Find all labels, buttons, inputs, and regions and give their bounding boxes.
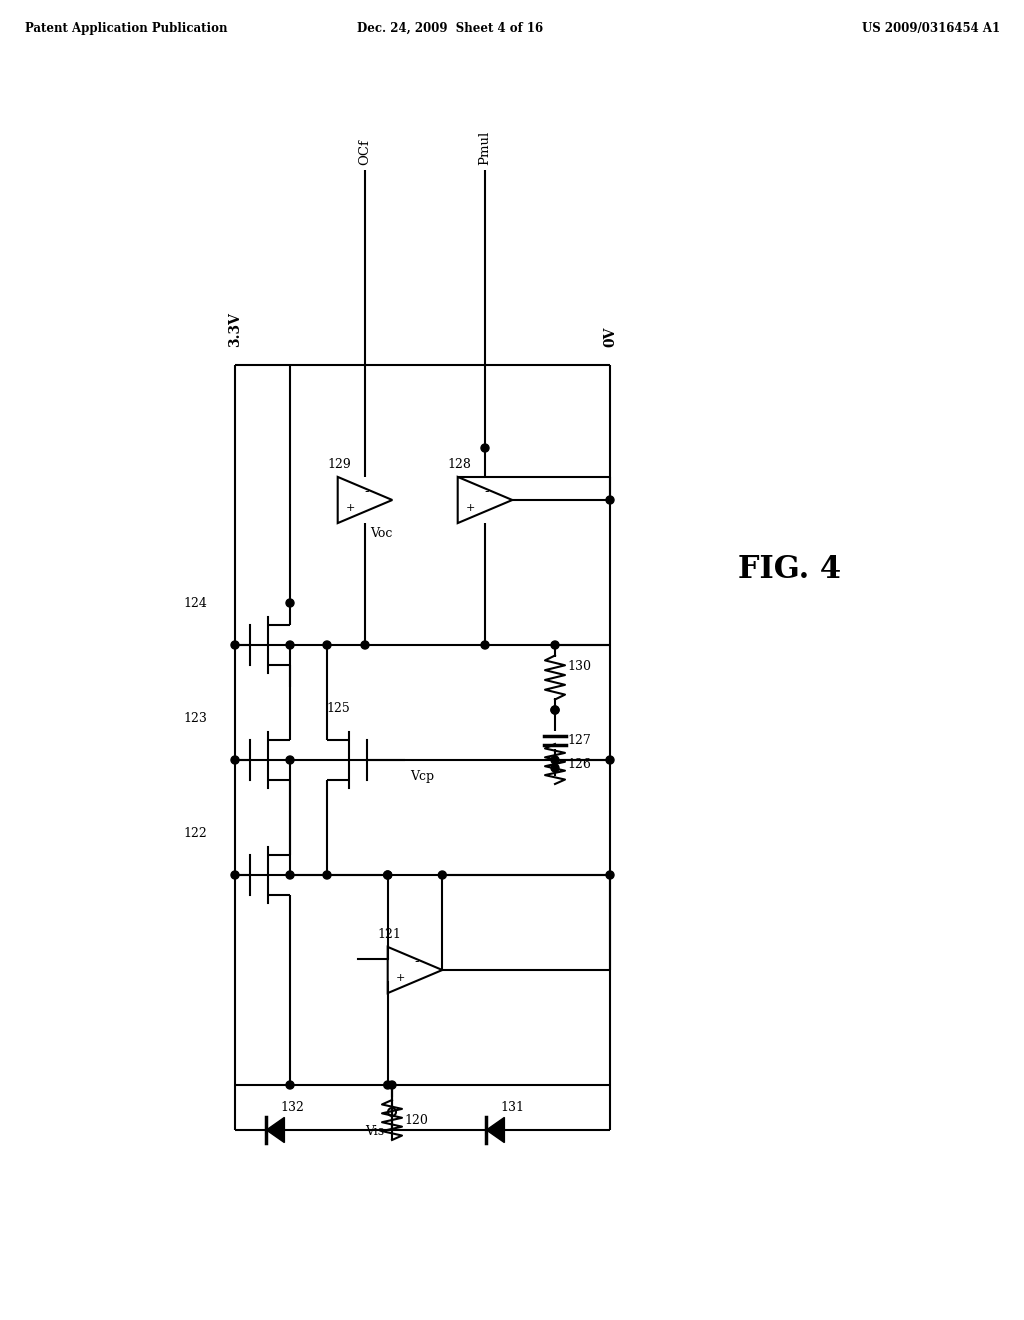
Circle shape [286, 756, 294, 764]
Text: 0V: 0V [603, 326, 617, 347]
Circle shape [606, 871, 614, 879]
Text: 120: 120 [404, 1114, 428, 1126]
Text: 132: 132 [281, 1101, 305, 1114]
Text: -: - [415, 956, 420, 968]
Text: 128: 128 [447, 458, 471, 471]
Circle shape [286, 1081, 294, 1089]
Circle shape [551, 756, 559, 764]
Circle shape [286, 642, 294, 649]
Circle shape [481, 642, 489, 649]
Circle shape [606, 756, 614, 764]
Text: Pmul: Pmul [478, 131, 492, 165]
Circle shape [286, 871, 294, 879]
Circle shape [481, 444, 489, 451]
Text: Voc: Voc [370, 527, 392, 540]
Text: 129: 129 [328, 458, 351, 471]
Circle shape [606, 496, 614, 504]
Text: 122: 122 [183, 828, 207, 840]
Circle shape [231, 642, 239, 649]
Text: 121: 121 [377, 928, 401, 941]
Circle shape [323, 642, 331, 649]
Text: 123: 123 [183, 711, 207, 725]
Text: 124: 124 [183, 597, 207, 610]
Circle shape [384, 871, 392, 879]
Text: Vcp: Vcp [410, 770, 434, 783]
Text: Patent Application Publication: Patent Application Publication [25, 22, 227, 36]
Text: -: - [484, 486, 489, 498]
Text: +: + [346, 503, 355, 512]
Circle shape [323, 871, 331, 879]
Polygon shape [486, 1118, 505, 1143]
Circle shape [551, 706, 559, 714]
Text: US 2009/0316454 A1: US 2009/0316454 A1 [862, 22, 1000, 36]
Circle shape [384, 871, 392, 879]
Circle shape [361, 642, 369, 649]
Text: -: - [365, 486, 370, 498]
Circle shape [231, 756, 239, 764]
Circle shape [551, 642, 559, 649]
Text: Vis: Vis [365, 1125, 384, 1138]
Circle shape [388, 1081, 396, 1089]
Polygon shape [266, 1118, 285, 1143]
Text: 131: 131 [501, 1101, 524, 1114]
Text: OCf: OCf [358, 139, 372, 165]
Circle shape [438, 871, 446, 879]
Circle shape [286, 599, 294, 607]
Circle shape [551, 764, 559, 772]
Text: Dec. 24, 2009  Sheet 4 of 16: Dec. 24, 2009 Sheet 4 of 16 [357, 22, 543, 36]
Text: 3.3V: 3.3V [228, 312, 242, 347]
Text: +: + [395, 973, 404, 982]
Text: 126: 126 [567, 758, 591, 771]
Text: FIG. 4: FIG. 4 [738, 554, 842, 586]
Circle shape [551, 706, 559, 714]
Text: 125: 125 [327, 702, 350, 715]
Text: +: + [466, 503, 475, 512]
Text: 130: 130 [567, 660, 591, 673]
Circle shape [231, 871, 239, 879]
Circle shape [384, 1081, 392, 1089]
Text: 127: 127 [567, 734, 591, 747]
